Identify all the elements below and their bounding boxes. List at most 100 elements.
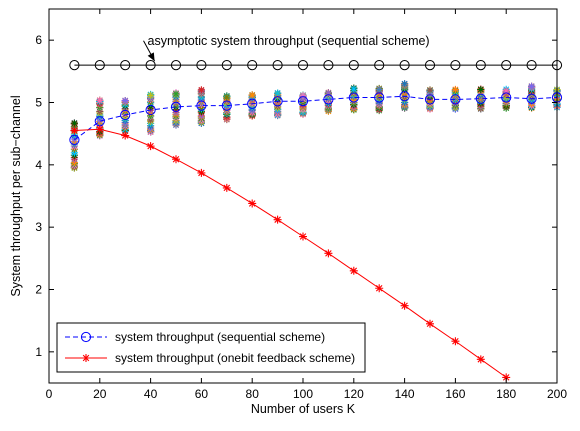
legend: system throughput (sequential scheme) sys…	[56, 322, 366, 373]
series-point	[450, 60, 461, 71]
y-tick-label: 4	[35, 158, 42, 172]
y-tick-label: 1	[35, 345, 42, 359]
series-point	[374, 60, 385, 71]
cluster-point	[324, 89, 332, 97]
annotation-layer: asymptotic system throughput (sequential…	[143, 34, 430, 62]
x-tick-label: 200	[547, 387, 567, 401]
x-tick-label: 120	[344, 387, 364, 401]
legend-swatch-marker	[82, 354, 90, 362]
series-point	[95, 125, 104, 134]
annotation-arrow-head	[147, 52, 155, 62]
series-point	[70, 126, 79, 135]
series-point	[475, 60, 486, 71]
series-point	[502, 373, 511, 382]
y-tick-label: 6	[35, 33, 42, 47]
series-point	[324, 249, 333, 258]
series-point	[374, 92, 385, 103]
series-point	[526, 60, 537, 71]
cluster-point	[70, 119, 78, 127]
cluster-point	[172, 90, 180, 98]
series-point	[145, 60, 156, 71]
cluster-point	[477, 85, 485, 94]
cluster-point	[248, 91, 256, 99]
legend-swatch-marker	[80, 331, 92, 343]
series-point	[399, 91, 410, 102]
series-point	[349, 266, 358, 275]
series-point	[120, 60, 131, 71]
series-point	[273, 215, 282, 224]
series-point	[475, 93, 486, 104]
series-point	[221, 100, 232, 111]
series-point	[146, 142, 155, 151]
x-tick-label: 180	[496, 387, 516, 401]
series-point	[94, 60, 105, 71]
cluster-point	[502, 87, 510, 95]
series-point	[69, 134, 80, 145]
cluster-point	[121, 96, 129, 105]
legend-box	[56, 322, 366, 373]
cluster-point	[147, 91, 155, 100]
series-point	[400, 301, 409, 310]
series-point	[247, 98, 258, 109]
x-tick-label: 140	[395, 387, 415, 401]
series-point	[451, 337, 460, 346]
series-point	[297, 96, 309, 107]
series-point	[375, 284, 384, 293]
x-axis-label: Number of users K	[251, 402, 356, 416]
series-point	[121, 131, 130, 140]
cluster-point	[274, 89, 282, 97]
series-point	[297, 60, 309, 71]
series-layer	[69, 60, 563, 382]
series-point	[248, 199, 257, 208]
series-point	[348, 60, 359, 71]
x-tick-label: 100	[293, 387, 313, 401]
series-point	[247, 60, 258, 71]
series-point	[501, 60, 512, 71]
x-tick-label: 40	[144, 387, 158, 401]
series-point	[323, 94, 334, 105]
x-tick-label: 60	[195, 387, 209, 401]
legend-label: system throughput (sequential scheme)	[115, 330, 325, 344]
series-line	[74, 128, 507, 378]
series-point	[197, 168, 206, 177]
series-point	[172, 155, 180, 164]
cluster-point	[451, 85, 459, 94]
axes-layer: 0 20 40 60 80 100 120 140 160 180 200 1 2 3 4 5 6 Number …	[9, 8, 567, 416]
series-point	[120, 109, 131, 121]
scatter-clusters	[70, 80, 561, 172]
series-point	[222, 183, 231, 192]
series-point	[145, 104, 156, 116]
y-tick-label: 3	[35, 220, 42, 234]
series-point	[272, 60, 283, 71]
cluster-point	[299, 91, 307, 100]
series-line	[74, 95, 558, 141]
series-point	[170, 101, 182, 112]
x-tick-label: 0	[46, 387, 53, 401]
legend-label: system throughput (onebit feedback schem…	[115, 351, 355, 365]
series-point	[450, 94, 461, 105]
y-axis-label: System throughput per sub−channel	[9, 95, 23, 296]
series-point	[501, 92, 512, 103]
series-point	[221, 60, 232, 71]
cluster-point	[401, 80, 409, 88]
series-point	[526, 93, 537, 104]
x-tick-label: 160	[445, 387, 465, 401]
series-point	[476, 355, 485, 364]
series-point	[424, 94, 436, 105]
series-point	[323, 60, 334, 71]
cluster-point	[528, 82, 536, 90]
cluster-point	[426, 86, 434, 94]
x-tick-label: 20	[93, 387, 107, 401]
cluster-point	[70, 149, 78, 157]
series-point	[426, 319, 434, 328]
x-tick-label: 80	[246, 387, 260, 401]
cluster-point	[96, 96, 104, 104]
cluster-point	[350, 85, 358, 93]
annotation-text: asymptotic system throughput (sequential…	[148, 34, 430, 48]
series-point	[399, 60, 410, 71]
series-point	[170, 60, 182, 71]
series-point	[299, 232, 307, 241]
cluster-point	[223, 93, 231, 101]
